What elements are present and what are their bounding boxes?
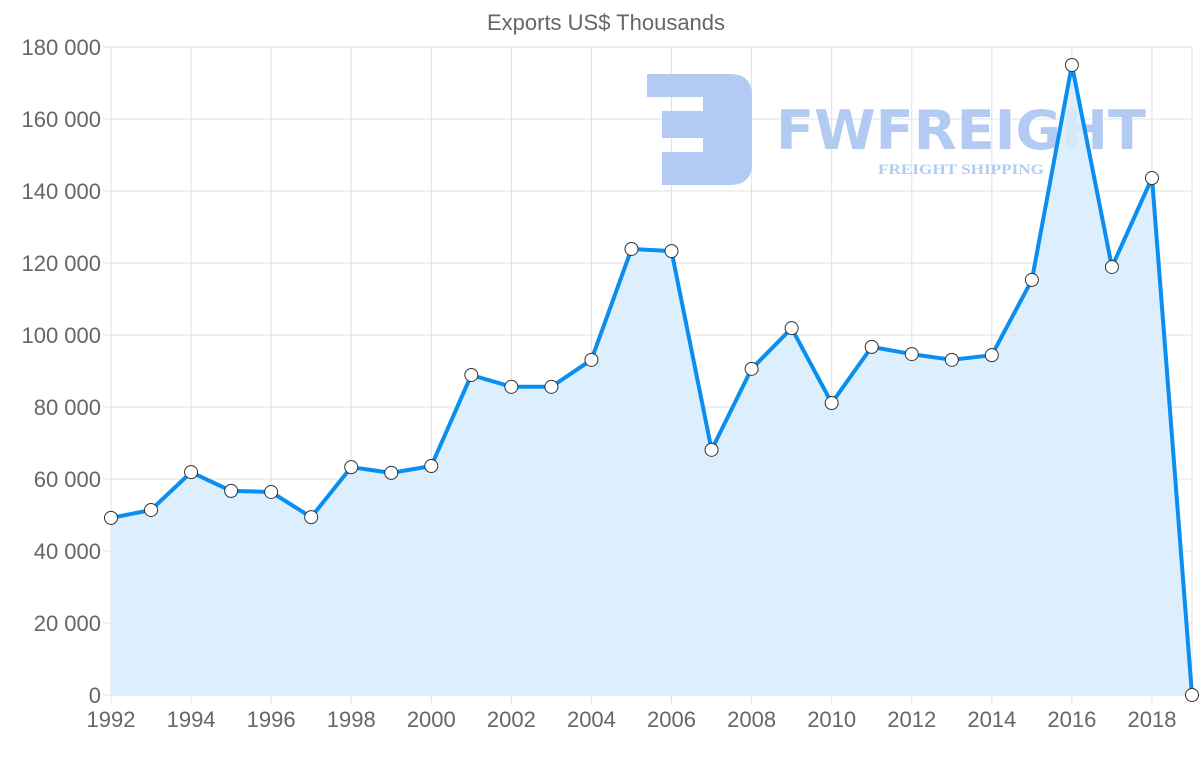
y-tick-label: 0	[89, 683, 101, 708]
axes: 0 20 000 40 000 60 000 80 000 100 000 120 000 1…	[21, 35, 1176, 732]
data-point	[744, 361, 759, 376]
x-tick-label: 2016	[1047, 707, 1096, 732]
data-point	[304, 510, 319, 525]
data-point	[864, 339, 879, 354]
y-tick-label: 20 000	[34, 611, 101, 636]
data-point	[1144, 171, 1159, 186]
data-point	[944, 352, 959, 367]
data-point	[784, 321, 799, 336]
data-point	[664, 244, 679, 259]
x-tick-label: 1998	[327, 707, 376, 732]
data-point	[1024, 272, 1039, 287]
logo-mark-icon	[647, 74, 752, 185]
x-tick-label: 2006	[647, 707, 696, 732]
y-tick-label: 40 000	[34, 539, 101, 564]
data-point	[144, 502, 159, 517]
data-point	[1185, 688, 1199, 702]
logo-tagline: FREIGHT SHIPPING	[878, 162, 1044, 178]
x-tick-label: 2012	[887, 707, 936, 732]
y-tick-label: 100 000	[21, 323, 101, 348]
data-point	[584, 352, 599, 367]
x-tick-label: 2018	[1127, 707, 1176, 732]
data-point	[264, 484, 279, 499]
data-point	[904, 347, 919, 362]
data-point	[824, 396, 839, 411]
data-point	[984, 348, 999, 363]
chart-title: Exports US$ Thousands	[487, 10, 725, 35]
x-tick-label: 1994	[167, 707, 216, 732]
x-tick-label: 2010	[807, 707, 856, 732]
data-point	[424, 459, 439, 474]
y-tick-label: 60 000	[34, 467, 101, 492]
data-point	[624, 241, 639, 256]
data-point	[184, 465, 199, 480]
y-tick-label: 80 000	[34, 395, 101, 420]
x-tick-label: 2004	[567, 707, 616, 732]
data-point	[704, 442, 719, 457]
y-tick-label: 180 000	[21, 35, 101, 60]
y-tick-label: 160 000	[21, 107, 101, 132]
data-point	[1104, 259, 1119, 274]
x-tick-label: 1996	[247, 707, 296, 732]
y-tick-label: 120 000	[21, 251, 101, 276]
data-point	[224, 483, 239, 498]
data-point	[1064, 58, 1079, 72]
series-area	[111, 65, 1192, 695]
data-point	[104, 510, 118, 525]
data-point	[464, 367, 479, 382]
data-point	[344, 460, 359, 475]
series-layer	[104, 58, 1199, 702]
data-point	[504, 379, 519, 394]
x-tick-label: 2014	[967, 707, 1016, 732]
data-point	[384, 465, 399, 480]
x-tick-label: 2008	[727, 707, 776, 732]
x-tick-label: 2000	[407, 707, 456, 732]
x-tick-label: 2002	[487, 707, 536, 732]
data-point	[544, 379, 559, 394]
x-tick-label: 1992	[87, 707, 136, 732]
series-line	[110, 63, 1194, 696]
y-tick-label: 140 000	[21, 179, 101, 204]
